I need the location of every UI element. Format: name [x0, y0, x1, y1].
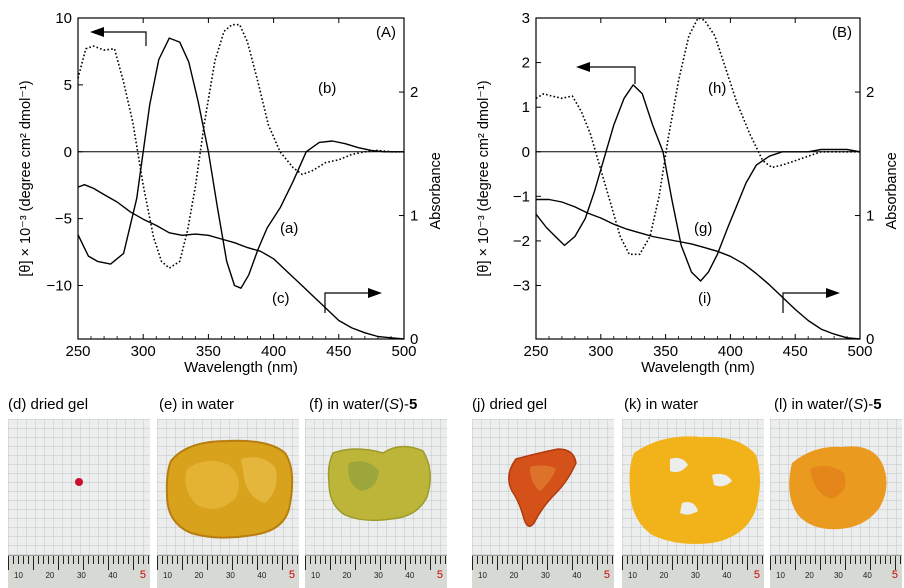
y-tick-label: 2 — [522, 55, 530, 72]
curve-label: (a) — [280, 220, 298, 237]
photo-j-dried-gel — [472, 419, 614, 555]
x-tick-label: 350 — [196, 343, 221, 360]
x-tick-label: 450 — [783, 343, 808, 360]
x-tick-label: 500 — [391, 343, 416, 360]
photo-label-e: (e) in water — [159, 396, 235, 413]
sample-e — [165, 439, 294, 539]
axis-arrow — [104, 31, 147, 46]
chart-panel-b-marks: 250 300 350 400 450 500 3 2 1 0 −1 −2 −3 2 1 0 Wavelengt… — [476, 10, 900, 376]
plot-frame — [77, 17, 405, 340]
ruler-l: 10 20 30 40 5 — [770, 555, 902, 588]
y2-tick-label: 1 — [866, 208, 874, 225]
axis-arrow — [782, 292, 826, 313]
y2-tick-label: 2 — [866, 84, 874, 101]
ruler-f: 10 20 30 40 5 — [305, 555, 447, 588]
x-tick-label: 350 — [653, 343, 678, 360]
photo-l-in-water-s5 — [770, 419, 902, 555]
axis-arrow — [324, 292, 368, 313]
y2-axis-label: Absorbance — [428, 152, 444, 229]
sample-d — [75, 478, 83, 486]
chart-panel-a: 250 300 350 400 450 5001050−5−10210Wavelength… — [18, 10, 444, 376]
photo-f-in-water-s5 — [305, 419, 447, 555]
axis-arrowhead — [368, 288, 382, 298]
series-line-0 — [77, 37, 404, 289]
ruler-k: 10 20 30 40 5 — [622, 555, 764, 588]
y-tick-label: −1 — [513, 188, 530, 205]
y-tick-label: 10 — [55, 10, 72, 27]
y2-tick-label: 2 — [410, 84, 418, 101]
x-tick-label: 250 — [65, 343, 90, 360]
x-tick-label: 300 — [131, 343, 156, 360]
y2-axis-label: Absorbance — [884, 152, 900, 229]
y-tick-label: 0 — [64, 144, 72, 161]
y-tick-label: −2 — [513, 233, 530, 250]
x-axis-label: Wavelength (nm) — [184, 359, 298, 376]
y-axis-label: [θ] × 10⁻³ (degree cm² dmol⁻¹) — [18, 80, 34, 276]
x-tick-label: 250 — [523, 343, 548, 360]
sample-l — [789, 446, 887, 530]
y-tick-label: 3 — [522, 10, 530, 27]
curve-label: (c) — [272, 290, 290, 307]
y2-tick-label: 0 — [866, 331, 874, 348]
sample-j — [508, 448, 577, 527]
sample-f — [327, 445, 431, 522]
chart-panel-b: 250 300 350 400 450 500 3 2 1 0 −1 −2 −3 2 1 0 Wavelengt… — [476, 10, 900, 376]
photo-k-in-water — [622, 419, 764, 555]
series-line-0 — [535, 84, 861, 282]
axis-arrowhead — [90, 27, 104, 37]
axis-arrowhead — [576, 62, 590, 72]
y-tick-label: 1 — [522, 99, 530, 116]
photo-label-j: (j) dried gel — [472, 396, 548, 413]
series-line-2 — [77, 183, 405, 340]
ruler-j: 10 20 30 40 5 — [472, 555, 614, 588]
x-tick-label: 450 — [326, 343, 351, 360]
y2-tick-label: 1 — [410, 208, 418, 225]
panel-letter: (B) — [832, 24, 852, 41]
curve-label: (b) — [318, 80, 336, 97]
photo-d-dried-gel — [8, 419, 150, 555]
ruler-d: 10 20 30 40 5 — [8, 555, 150, 588]
curve-label: (h) — [708, 80, 726, 97]
photo-e-in-water — [157, 419, 299, 555]
photo-label-k: (k) in water — [624, 396, 699, 413]
x-tick-label: 400 — [261, 343, 286, 360]
x-tick-label: 400 — [718, 343, 743, 360]
sample-k — [629, 436, 760, 544]
photo-label-f: (f) in water/(S)-5 — [309, 396, 418, 413]
x-tick-label: 300 — [588, 343, 613, 360]
x-axis-label: Wavelength (nm) — [641, 359, 755, 376]
plot-frame — [535, 17, 861, 340]
y-axis-label: [θ] × 10⁻³ (degree cm² dmol⁻¹) — [476, 80, 492, 276]
axis-arrowhead — [826, 288, 840, 298]
curve-label: (g) — [694, 220, 712, 237]
y-tick-label: −10 — [47, 278, 72, 295]
y-tick-label: 0 — [522, 144, 530, 161]
photo-label-d: (d) dried gel — [8, 396, 89, 413]
x-tick-label: 500 — [847, 343, 872, 360]
series-line-2 — [536, 198, 861, 340]
axis-arrow — [590, 66, 636, 84]
photo-label-l: (l) in water/(S)-5 — [774, 396, 882, 413]
ruler-e: 10 20 30 40 5 — [157, 555, 299, 588]
y-tick-label: 5 — [64, 77, 72, 94]
curve-label: (i) — [698, 290, 711, 307]
y-tick-label: −3 — [513, 278, 530, 295]
y-tick-label: −5 — [55, 211, 72, 228]
y2-tick-label: 0 — [410, 331, 418, 348]
panel-letter: (A) — [376, 24, 396, 41]
chart-panel-a-marks: 250 300 350 400 450 5001050−5−10210Wavelength… — [18, 10, 444, 376]
